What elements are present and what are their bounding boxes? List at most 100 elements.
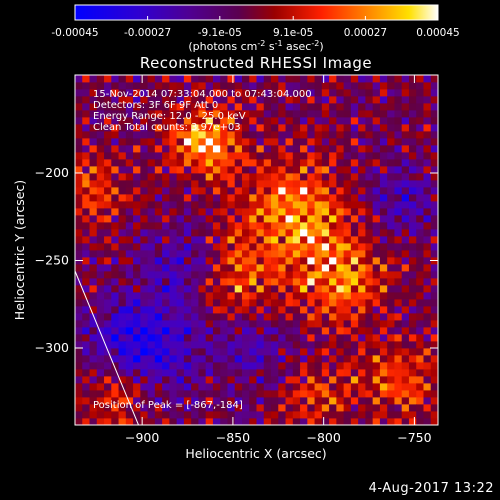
heatmap-cell bbox=[358, 229, 366, 237]
heatmap-cell bbox=[234, 250, 243, 258]
heatmap-cell bbox=[183, 159, 192, 167]
heatmap-cell bbox=[343, 201, 352, 209]
heatmap-cell bbox=[104, 236, 112, 244]
heatmap-cell bbox=[423, 201, 432, 209]
heatmap-cell bbox=[387, 369, 395, 377]
heatmap-cell bbox=[256, 166, 265, 174]
heatmap-cell bbox=[118, 285, 127, 293]
heatmap-cell bbox=[133, 278, 141, 286]
heatmap-cell bbox=[198, 173, 207, 181]
heatmap-cell bbox=[292, 299, 301, 307]
heatmap-cell bbox=[256, 418, 265, 425]
heatmap-cell bbox=[118, 194, 127, 202]
heatmap-cell bbox=[154, 89, 163, 97]
heatmap-cell bbox=[154, 334, 163, 342]
heatmap-cell bbox=[416, 201, 424, 209]
heatmap-cell bbox=[227, 201, 236, 209]
heatmap-cell bbox=[365, 299, 374, 307]
heatmap-cell bbox=[176, 320, 185, 328]
heatmap-cell bbox=[147, 313, 156, 321]
heatmap-cell bbox=[133, 75, 141, 83]
heatmap-cell bbox=[263, 89, 272, 97]
heatmap-cell bbox=[379, 194, 388, 202]
heatmap-cell bbox=[314, 285, 323, 293]
heatmap-cell bbox=[271, 404, 279, 412]
heatmap-cell bbox=[212, 110, 221, 118]
heatmap-cell bbox=[111, 299, 119, 307]
heatmap-cell bbox=[401, 285, 410, 293]
heatmap-cell bbox=[212, 194, 221, 202]
heatmap-cell bbox=[256, 131, 265, 139]
heatmap-cell bbox=[394, 166, 403, 174]
heatmap-cell bbox=[133, 110, 141, 118]
heatmap-cell bbox=[75, 341, 83, 349]
heatmap-cell bbox=[133, 222, 141, 230]
heatmap-cell bbox=[314, 159, 323, 167]
heatmap-cell bbox=[227, 187, 236, 195]
heatmap-cell bbox=[198, 334, 207, 342]
heatmap-cell bbox=[249, 355, 257, 363]
heatmap-cell bbox=[285, 264, 294, 272]
heatmap-cell bbox=[256, 292, 265, 300]
heatmap-cell bbox=[169, 152, 178, 160]
heatmap-cell bbox=[249, 145, 257, 153]
heatmap-cell bbox=[75, 264, 83, 272]
heatmap-cell bbox=[118, 110, 127, 118]
heatmap-cell bbox=[111, 404, 119, 412]
heatmap-cell bbox=[314, 215, 323, 223]
heatmap-cell bbox=[89, 243, 98, 251]
heatmap-cell bbox=[249, 75, 257, 83]
heatmap-cell bbox=[292, 96, 301, 104]
heatmap-cell bbox=[241, 222, 250, 230]
heatmap-cell bbox=[278, 292, 286, 300]
heatmap-cell bbox=[205, 250, 214, 258]
heatmap-cell bbox=[343, 341, 352, 349]
heatmap-cell bbox=[321, 201, 330, 209]
heatmap-cell bbox=[300, 376, 308, 384]
heatmap-cell bbox=[379, 180, 388, 188]
heatmap-cell bbox=[387, 173, 395, 181]
heatmap-cell bbox=[271, 131, 279, 139]
heatmap-cell bbox=[350, 89, 359, 97]
heatmap-cell bbox=[104, 187, 112, 195]
heatmap-cell bbox=[118, 89, 127, 97]
heatmap-cell bbox=[256, 187, 265, 195]
heatmap-cell bbox=[343, 278, 352, 286]
heatmap-cell bbox=[350, 264, 359, 272]
heatmap-cell bbox=[372, 376, 381, 384]
heatmap-cell bbox=[75, 166, 83, 174]
heatmap-cell bbox=[358, 75, 366, 83]
heatmap-cell bbox=[133, 299, 141, 307]
heatmap-cell bbox=[358, 376, 366, 384]
heatmap-cell bbox=[183, 103, 192, 111]
heatmap-cell bbox=[423, 334, 432, 342]
heatmap-cell bbox=[365, 397, 374, 405]
heatmap-cell bbox=[212, 376, 221, 384]
heatmap-cell bbox=[249, 117, 257, 125]
heatmap-cell bbox=[307, 166, 315, 174]
heatmap-cell bbox=[96, 131, 105, 139]
heatmap-cell bbox=[416, 117, 424, 125]
heatmap-cell bbox=[82, 306, 90, 314]
heatmap-cell bbox=[125, 215, 134, 223]
heatmap-cell bbox=[321, 341, 330, 349]
heatmap-cell bbox=[191, 75, 199, 83]
heatmap-cell bbox=[256, 152, 265, 160]
heatmap-cell bbox=[292, 194, 301, 202]
heatmap-cell bbox=[198, 103, 207, 111]
heatmap-cell bbox=[329, 257, 337, 265]
heatmap-cell bbox=[198, 306, 207, 314]
heatmap-cell bbox=[394, 194, 403, 202]
heatmap-cell bbox=[329, 138, 337, 146]
heatmap-cell bbox=[241, 299, 250, 307]
heatmap-cell bbox=[307, 320, 315, 328]
heatmap-cell bbox=[205, 229, 214, 237]
heatmap-cell bbox=[314, 222, 323, 230]
heatmap-cell bbox=[416, 397, 424, 405]
heatmap-cell bbox=[379, 411, 388, 419]
heatmap-cell bbox=[278, 250, 286, 258]
heatmap-cell bbox=[169, 299, 178, 307]
heatmap-cell bbox=[96, 285, 105, 293]
heatmap-cell bbox=[147, 250, 156, 258]
heatmap-cell bbox=[111, 257, 119, 265]
